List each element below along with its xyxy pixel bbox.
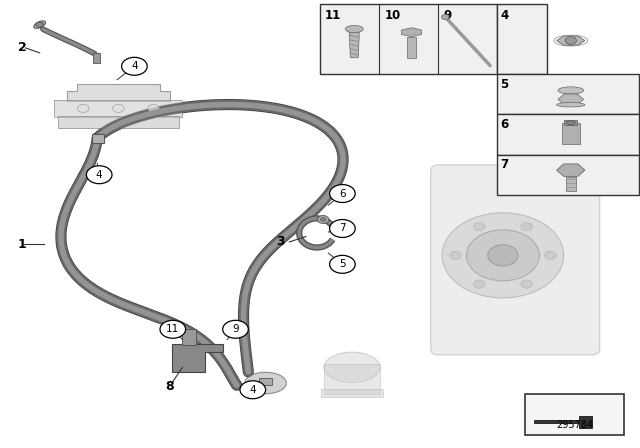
Circle shape xyxy=(545,251,556,259)
Text: 6: 6 xyxy=(339,189,346,198)
Bar xyxy=(259,378,272,385)
Polygon shape xyxy=(534,416,592,428)
Circle shape xyxy=(86,166,112,184)
Bar xyxy=(497,74,639,114)
Bar xyxy=(324,364,380,394)
Ellipse shape xyxy=(324,352,380,383)
Polygon shape xyxy=(349,33,360,58)
Text: 9: 9 xyxy=(232,324,239,334)
Circle shape xyxy=(223,320,248,338)
Circle shape xyxy=(240,381,266,399)
Circle shape xyxy=(467,230,540,281)
Ellipse shape xyxy=(566,121,575,125)
Bar xyxy=(93,53,100,63)
Circle shape xyxy=(565,37,577,44)
Bar xyxy=(321,389,383,397)
Bar xyxy=(566,177,576,191)
Bar xyxy=(92,134,104,143)
Circle shape xyxy=(160,320,186,338)
Circle shape xyxy=(148,104,159,112)
Text: 11: 11 xyxy=(325,9,341,22)
Circle shape xyxy=(330,255,355,273)
Bar xyxy=(562,123,580,144)
Polygon shape xyxy=(401,28,422,37)
Text: 1: 1 xyxy=(18,237,27,251)
Circle shape xyxy=(521,223,532,231)
Text: 4: 4 xyxy=(131,61,138,71)
Circle shape xyxy=(442,14,449,20)
Text: 10: 10 xyxy=(384,9,401,22)
Polygon shape xyxy=(558,94,584,105)
Bar xyxy=(497,114,639,155)
Circle shape xyxy=(330,220,355,237)
Bar xyxy=(497,155,639,195)
Text: 2: 2 xyxy=(18,41,27,55)
Text: 3: 3 xyxy=(276,235,285,249)
Text: 4: 4 xyxy=(250,385,256,395)
Bar xyxy=(320,4,497,74)
Circle shape xyxy=(474,280,485,288)
Ellipse shape xyxy=(34,21,45,28)
Circle shape xyxy=(317,215,329,224)
Text: 8: 8 xyxy=(165,379,174,393)
Text: 4: 4 xyxy=(96,170,102,180)
Text: 7: 7 xyxy=(339,224,346,233)
Text: 5: 5 xyxy=(339,259,346,269)
Circle shape xyxy=(450,251,461,259)
Polygon shape xyxy=(557,164,585,177)
Bar xyxy=(564,120,577,125)
Circle shape xyxy=(442,213,564,298)
Bar xyxy=(54,100,182,117)
Polygon shape xyxy=(557,36,585,45)
Circle shape xyxy=(474,223,485,231)
Circle shape xyxy=(77,104,89,112)
Ellipse shape xyxy=(557,103,585,107)
Polygon shape xyxy=(172,344,223,372)
Bar xyxy=(407,37,416,58)
Text: 4: 4 xyxy=(500,9,509,22)
Circle shape xyxy=(521,280,532,288)
Bar xyxy=(525,394,624,435)
Circle shape xyxy=(36,22,44,27)
Text: 5: 5 xyxy=(500,78,509,90)
Ellipse shape xyxy=(244,372,287,394)
Bar xyxy=(182,329,196,345)
Text: 295784: 295784 xyxy=(556,420,593,430)
Polygon shape xyxy=(67,84,170,101)
Circle shape xyxy=(321,218,326,221)
Text: 6: 6 xyxy=(500,118,509,131)
Circle shape xyxy=(113,104,124,112)
Bar xyxy=(497,4,547,74)
Text: 7: 7 xyxy=(500,158,509,171)
Text: 11: 11 xyxy=(166,324,179,334)
FancyBboxPatch shape xyxy=(431,165,600,355)
Circle shape xyxy=(330,185,355,202)
Circle shape xyxy=(122,57,147,75)
Ellipse shape xyxy=(558,87,584,94)
Text: 9: 9 xyxy=(444,9,451,22)
Circle shape xyxy=(488,245,518,266)
Ellipse shape xyxy=(346,26,364,33)
Bar xyxy=(58,116,179,128)
